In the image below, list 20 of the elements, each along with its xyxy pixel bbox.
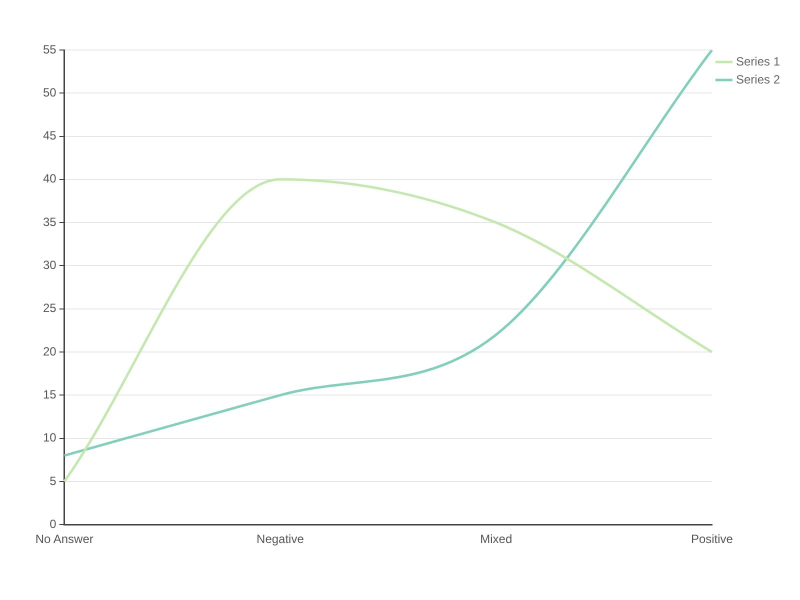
y-tick-label: 5 bbox=[50, 474, 57, 488]
y-tick-label: 30 bbox=[42, 258, 57, 272]
line-series bbox=[63, 50, 714, 457]
legend-label: Series 1 bbox=[736, 54, 780, 68]
y-tick-label: 45 bbox=[42, 128, 57, 143]
x-tick-label: Positive bbox=[690, 532, 734, 546]
y-tick-label: 55 bbox=[42, 42, 57, 56]
x-tick-label: Mixed bbox=[480, 532, 512, 546]
y-tick-label: 50 bbox=[42, 85, 57, 100]
y-tick-label: 35 bbox=[42, 214, 57, 229]
y-tick-label: 10 bbox=[42, 430, 57, 445]
x-tick-label: Negative bbox=[256, 532, 304, 546]
y-tick-label: 25 bbox=[42, 301, 57, 316]
line-series bbox=[63, 178, 714, 483]
y-tick-label: 20 bbox=[42, 344, 57, 358]
y-tick-label: 40 bbox=[42, 172, 57, 186]
legend-label: Series 2 bbox=[736, 72, 780, 86]
x-tick-label: No Answer bbox=[35, 532, 94, 546]
y-tick-label: 0 bbox=[50, 516, 57, 531]
y-tick-label: 15 bbox=[42, 387, 57, 402]
